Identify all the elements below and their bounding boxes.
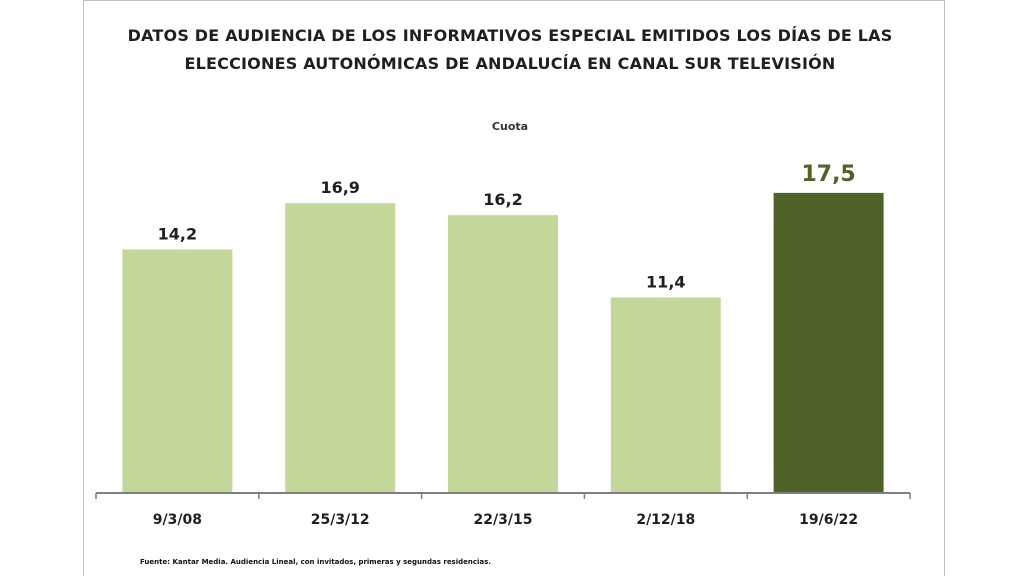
- data-label: 17,5: [801, 162, 855, 187]
- bar-25-3-12: [285, 203, 396, 494]
- data-label: 11,4: [646, 272, 685, 291]
- chart-title: DATOS DE AUDIENCIA DE LOS INFORMATIVOS E…: [100, 22, 920, 78]
- x-tick-label: 2/12/18: [636, 512, 695, 528]
- chart-title-line-2: ELECCIONES AUTONÓMICAS DE ANDALUCÍA EN C…: [184, 54, 836, 73]
- source-note: Fuente: Kantar Media. Audiencia Lineal, …: [140, 558, 491, 566]
- x-tick-label: 19/6/22: [799, 512, 858, 528]
- chart-title-line-1: DATOS DE AUDIENCIA DE LOS INFORMATIVOS E…: [127, 26, 893, 45]
- data-label: 16,2: [483, 190, 522, 209]
- x-tick-label: 22/3/15: [474, 512, 533, 528]
- bar-19-6-22: [773, 192, 884, 493]
- x-tick-label: 9/3/08: [153, 512, 202, 528]
- data-label: 14,2: [158, 224, 197, 243]
- bar-9-3-08: [122, 249, 233, 493]
- chart-frame: [83, 0, 945, 576]
- chart-subtitle: Cuota: [491, 120, 529, 133]
- x-tick-label: 25/3/12: [311, 512, 370, 528]
- data-label: 16,9: [320, 178, 359, 197]
- bar-2-12-18: [610, 297, 721, 493]
- bar-22-3-15: [448, 215, 558, 494]
